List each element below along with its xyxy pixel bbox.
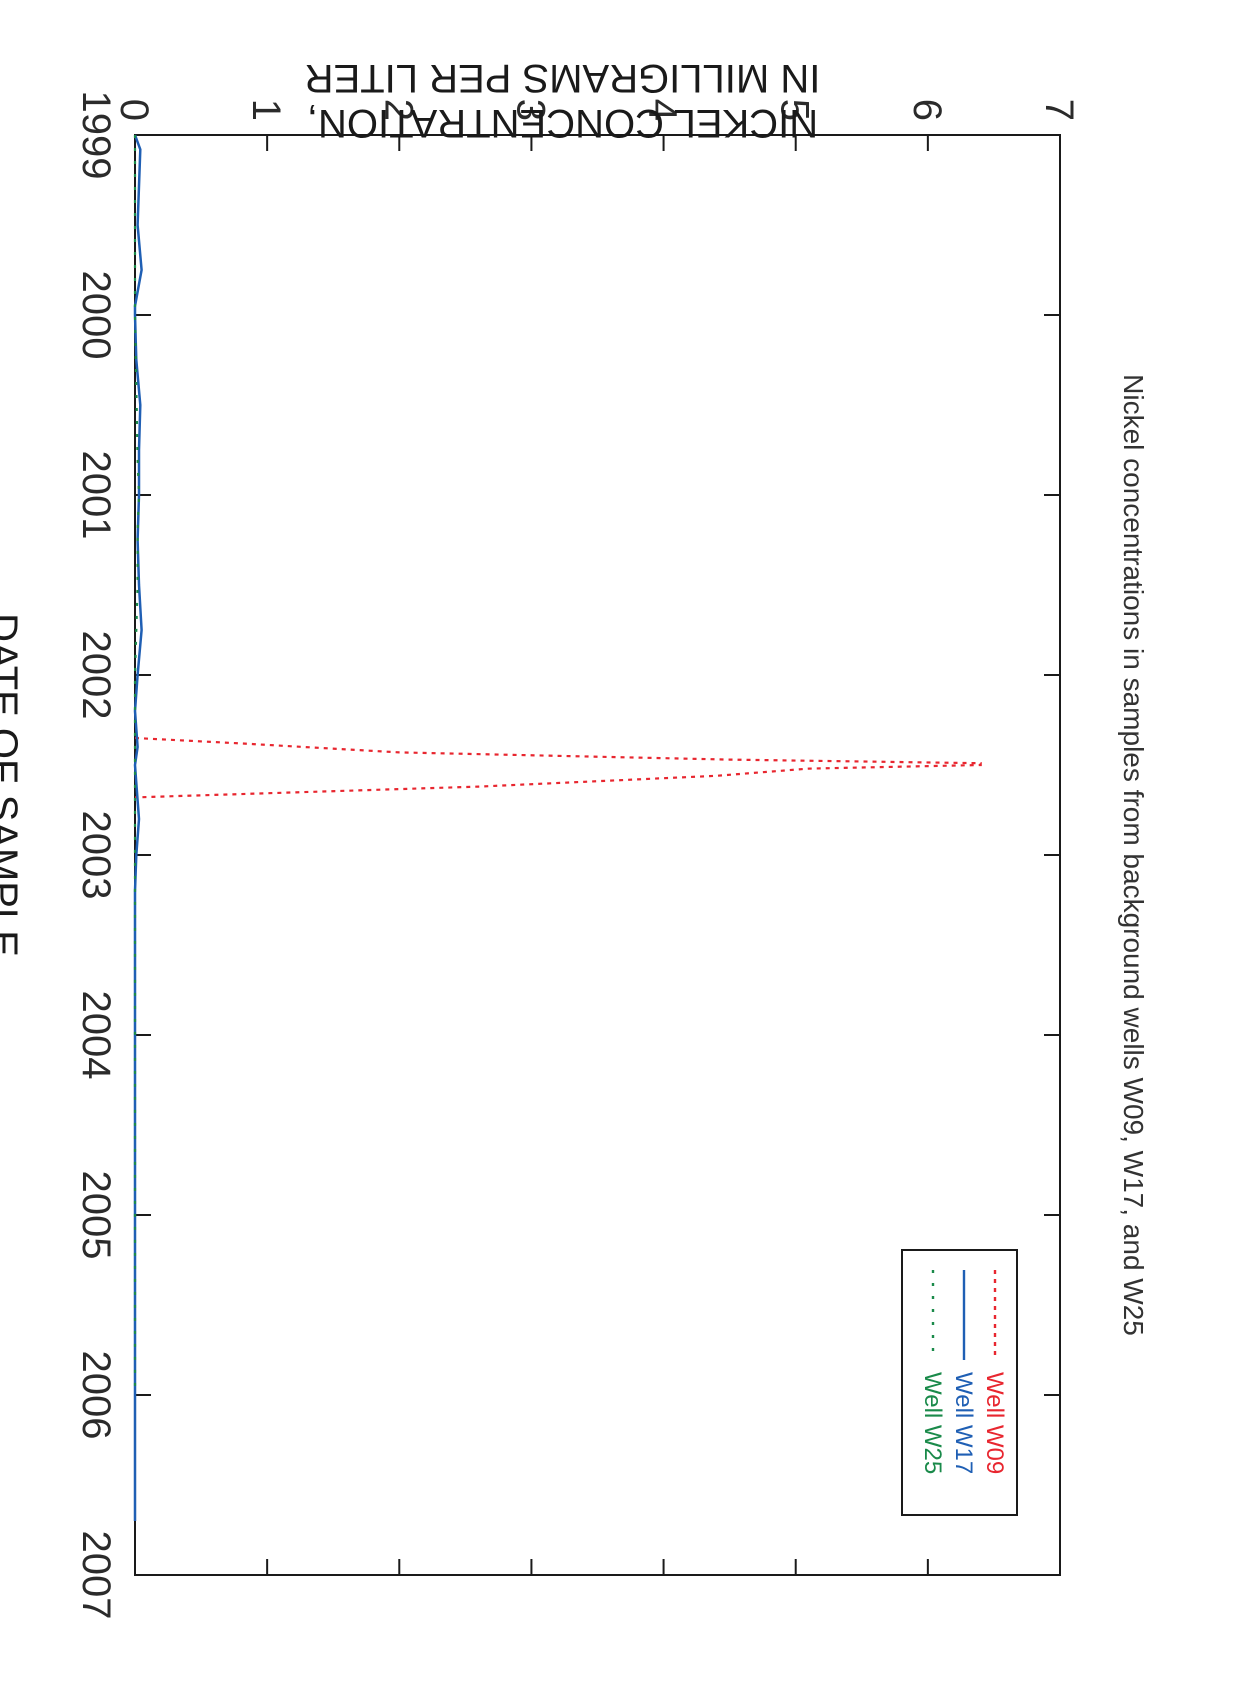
chart-title: Nickel concentrations in samples from ba… — [1118, 374, 1149, 1336]
y-tick-label: 2 — [376, 99, 420, 121]
y-tick-label: 4 — [641, 99, 685, 121]
x-tick-label: 2005 — [74, 1171, 118, 1260]
legend-entry: Well W25 — [919, 1372, 946, 1474]
y-tick-label: 6 — [905, 99, 949, 121]
legend-box — [901, 1249, 1018, 1516]
legend-entry: Well W17 — [950, 1372, 977, 1474]
x-tick-label: 2006 — [74, 1351, 118, 1440]
chart-rotation-group: 0 1 2 3 4 5 6 7 1999 2000 2001 2002 2003 2004 2005 200… — [0, 56, 1149, 1619]
y-tick-label: 7 — [1037, 99, 1081, 121]
x-tick-label: 1999 — [74, 91, 118, 180]
legend-entry: Well W09 — [981, 1372, 1008, 1474]
y-tick-label: 3 — [508, 99, 552, 121]
x-tick-label: 2001 — [74, 451, 118, 540]
y-tick-label: 0 — [112, 99, 156, 121]
x-tick-label: 2000 — [74, 271, 118, 360]
y-tick-label: 1 — [244, 99, 288, 121]
x-axis-title: DATE OF SAMPLE — [0, 613, 25, 957]
x-tick-label: 2007 — [74, 1531, 118, 1620]
y-axis-ticks: 0 1 2 3 4 5 6 7 — [112, 99, 1081, 1575]
x-tick-label: 2002 — [74, 631, 118, 720]
y-axis-title-line-1: NICKEL CONCENTRATION, — [307, 101, 818, 145]
series-line-well-w09 — [134, 736, 982, 799]
y-axis-title-line-2: IN MILLIGRAMS PER LITER — [305, 56, 821, 100]
series-layer — [133, 134, 982, 1521]
x-tick-label: 2003 — [74, 811, 118, 900]
x-axis-ticks: 1999 2000 2001 2002 2003 2004 2005 2006 2007 — [74, 91, 1060, 1620]
x-tick-label: 2004 — [74, 991, 118, 1080]
y-tick-label: 5 — [773, 99, 817, 121]
